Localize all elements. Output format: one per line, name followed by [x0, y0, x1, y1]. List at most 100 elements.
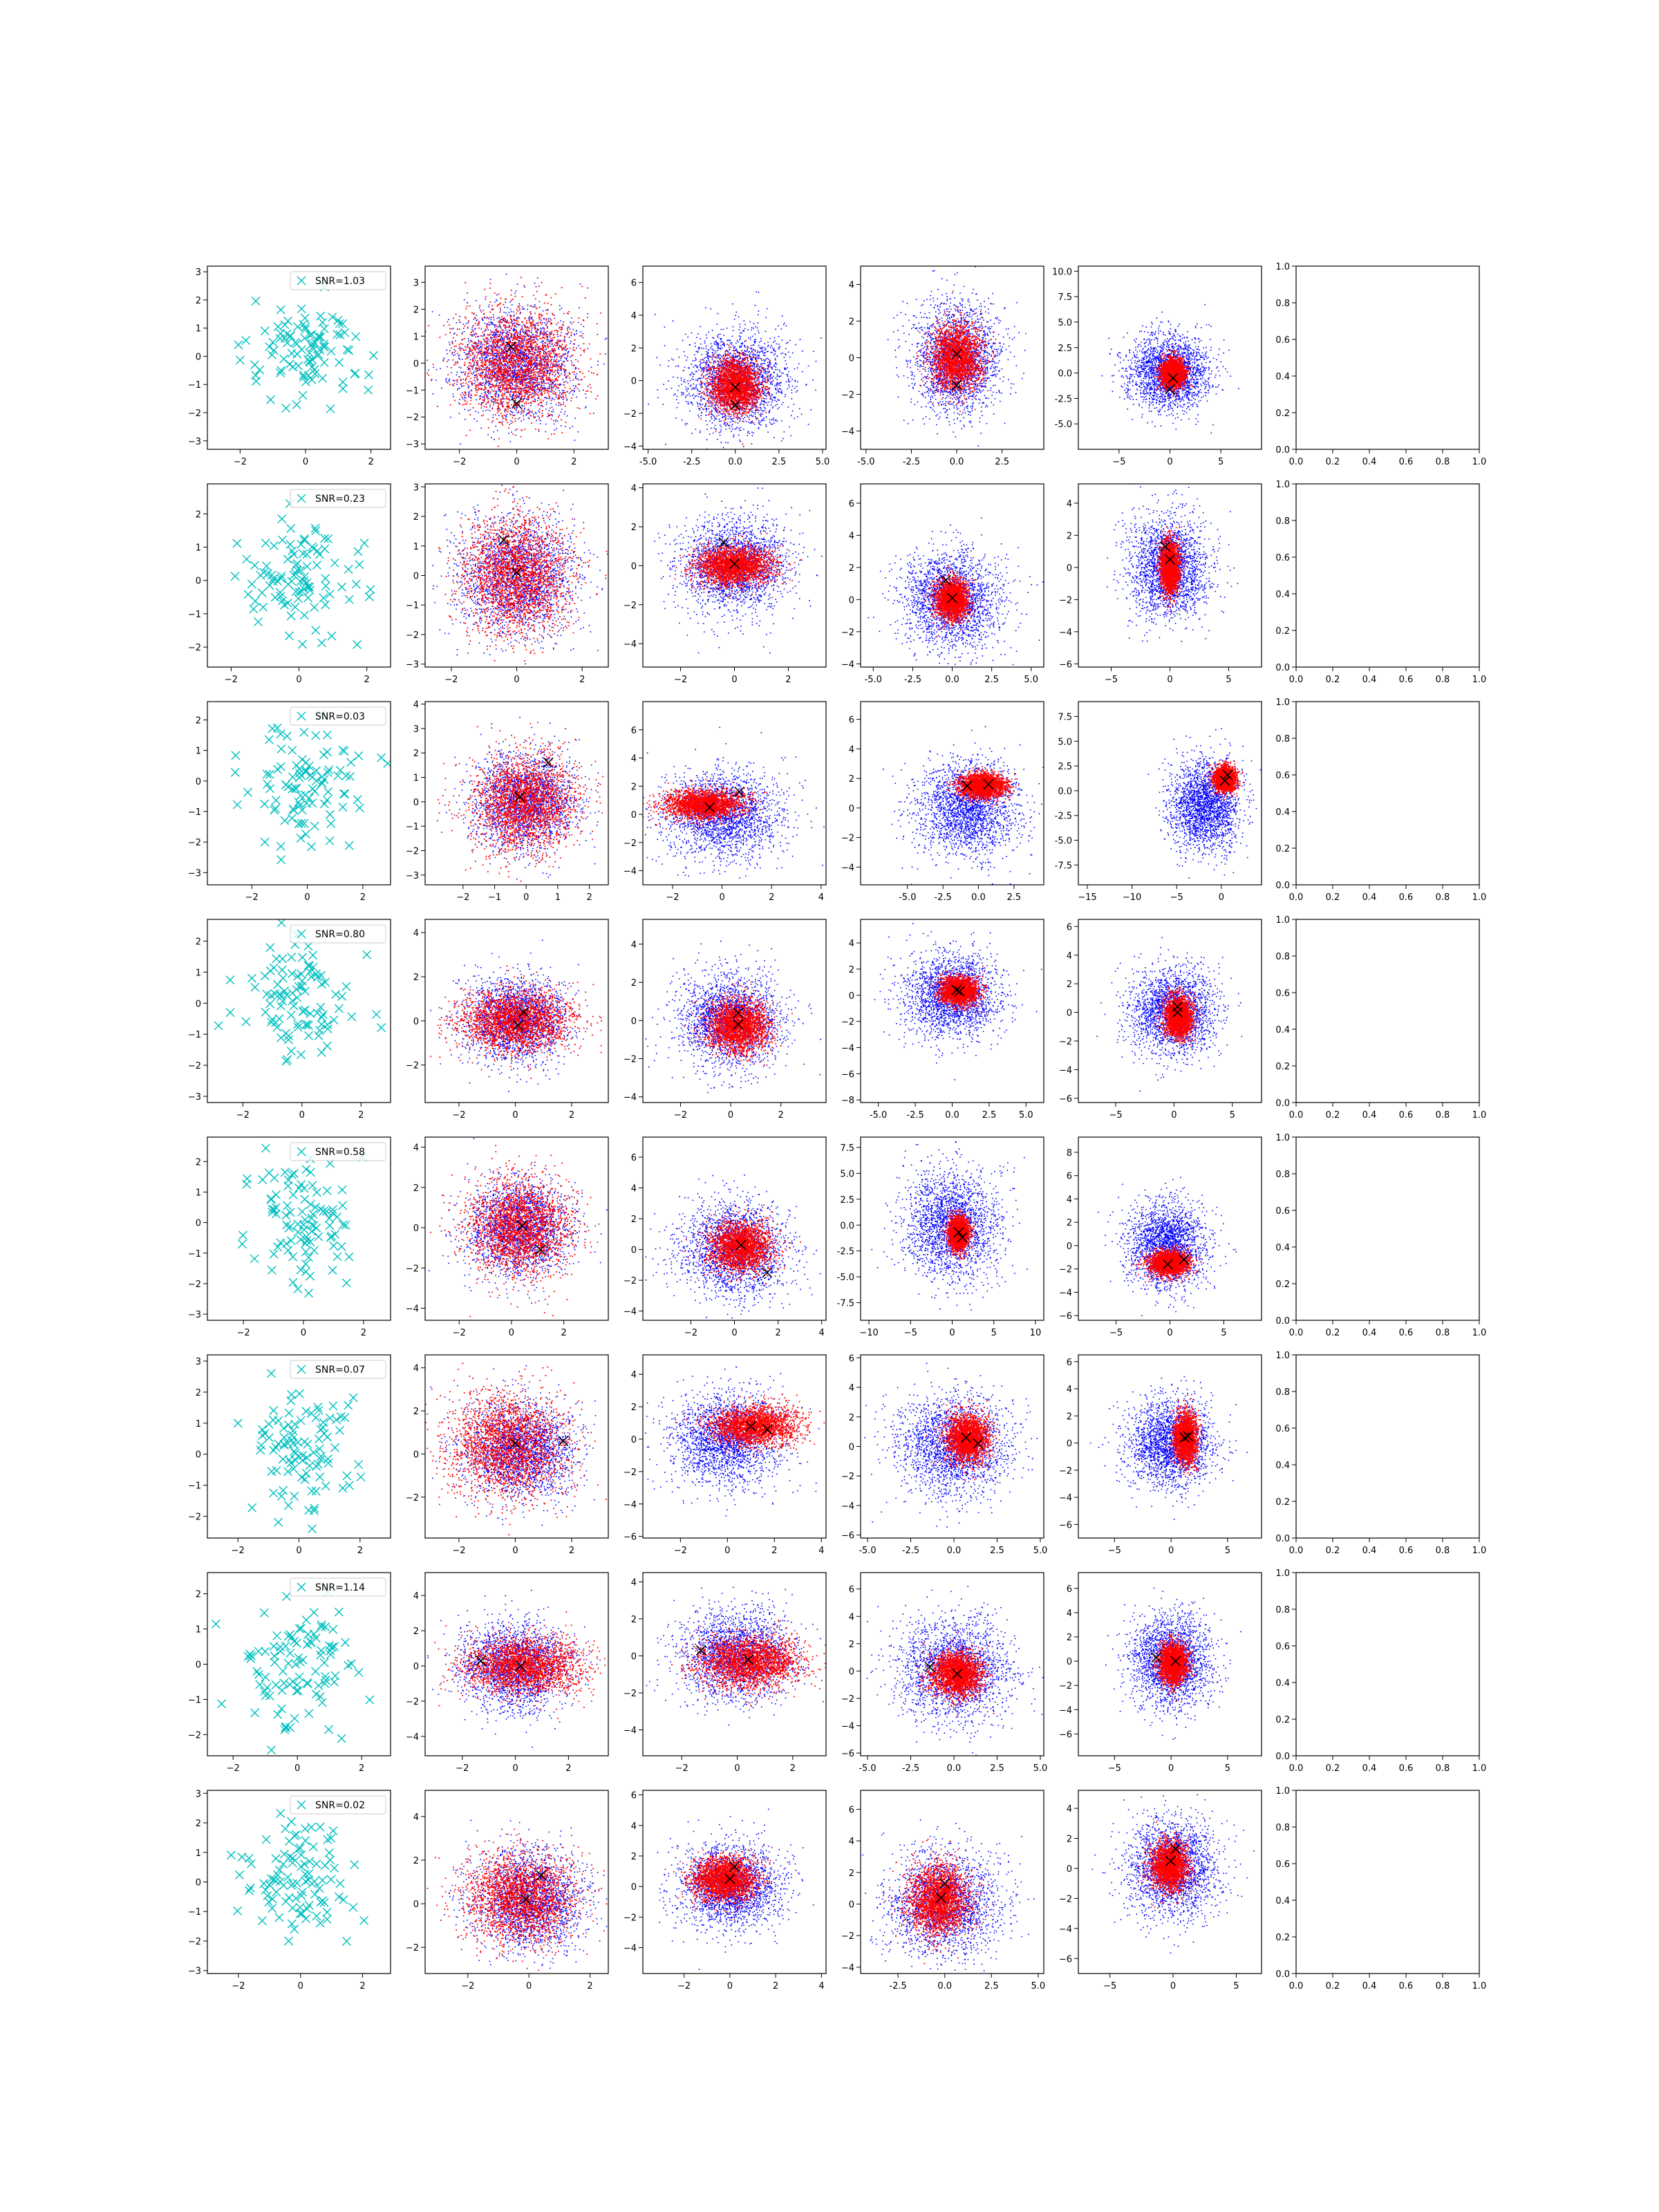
- red-point: [482, 359, 483, 360]
- blue-point: [568, 351, 569, 353]
- blue-point: [476, 389, 478, 391]
- red-point: [550, 319, 552, 321]
- blue-point: [523, 324, 525, 326]
- blue-point: [453, 333, 455, 335]
- red-point: [552, 337, 554, 339]
- red-point: [453, 364, 455, 366]
- blue-point: [523, 411, 525, 412]
- blue-point: [576, 333, 577, 335]
- red-point: [520, 354, 521, 355]
- red-point: [494, 369, 496, 371]
- blue-point: [664, 326, 666, 328]
- red-point: [526, 403, 527, 404]
- blue-point: [484, 384, 485, 386]
- blue-point: [538, 431, 540, 432]
- blue-point: [492, 323, 494, 324]
- red-point: [577, 361, 579, 362]
- red-point: [516, 346, 518, 347]
- blue-point: [507, 307, 508, 308]
- blue-point: [531, 319, 532, 320]
- blue-point: [474, 357, 475, 359]
- blue-point: [572, 426, 573, 427]
- blue-point: [487, 434, 489, 435]
- red-point: [542, 350, 543, 351]
- red-point: [529, 411, 530, 413]
- blue-point: [520, 352, 521, 353]
- red-point: [518, 349, 520, 350]
- y-tick-label: 0: [413, 359, 419, 369]
- blue-point: [542, 341, 543, 342]
- blue-point: [533, 368, 534, 369]
- red-point: [536, 384, 538, 385]
- red-point: [545, 354, 547, 355]
- red-point: [515, 374, 516, 375]
- blue-point: [527, 305, 529, 306]
- red-point: [502, 384, 503, 385]
- blue-point: [460, 348, 461, 350]
- red-point: [509, 384, 510, 385]
- red-point: [479, 350, 480, 351]
- blue-point: [537, 400, 538, 401]
- blue-point: [457, 389, 458, 391]
- red-point: [551, 362, 552, 364]
- blue-point: [740, 326, 741, 328]
- blue-point: [692, 404, 693, 406]
- blue-point: [531, 317, 532, 319]
- blue-point: [504, 393, 505, 394]
- blue-point: [443, 359, 444, 361]
- red-point: [505, 320, 506, 321]
- red-point: [542, 370, 543, 371]
- blue-point: [503, 397, 504, 399]
- red-point: [484, 406, 485, 407]
- blue-point: [485, 359, 486, 360]
- red-point: [472, 359, 474, 360]
- red-point: [525, 429, 526, 430]
- red-point: [552, 313, 553, 315]
- red-point: [528, 346, 529, 347]
- red-point: [555, 366, 556, 368]
- blue-point: [556, 404, 557, 406]
- red-point: [573, 365, 574, 366]
- red-point: [525, 368, 527, 369]
- red-point: [500, 385, 501, 386]
- blue-point: [521, 328, 523, 330]
- blue-point: [731, 342, 733, 344]
- blue-point: [767, 362, 769, 364]
- red-point: [528, 371, 529, 373]
- blue-point: [777, 374, 778, 375]
- red-point: [551, 418, 552, 420]
- blue-point: [480, 310, 481, 311]
- blue-point: [471, 329, 473, 330]
- red-point: [548, 393, 550, 395]
- red-point: [573, 347, 574, 348]
- red-point: [549, 397, 550, 399]
- red-point: [533, 321, 534, 322]
- blue-point: [449, 342, 450, 344]
- blue-point: [534, 400, 536, 401]
- blue-point: [547, 416, 548, 418]
- blue-point: [485, 379, 487, 381]
- red-point: [550, 338, 552, 339]
- red-point: [538, 384, 540, 385]
- red-point: [568, 326, 569, 328]
- red-point: [551, 304, 552, 306]
- red-point: [486, 344, 487, 345]
- blue-point: [490, 338, 491, 339]
- red-point: [542, 410, 543, 411]
- red-point: [551, 433, 552, 435]
- blue-point: [515, 400, 516, 401]
- blue-point: [536, 286, 537, 288]
- red-point: [554, 330, 555, 331]
- red-point: [528, 362, 529, 363]
- blue-point: [532, 328, 533, 330]
- blue-point: [706, 360, 707, 362]
- red-point: [483, 339, 485, 340]
- red-point: [470, 373, 471, 374]
- red-point: [476, 371, 477, 373]
- red-point: [509, 355, 510, 357]
- red-point: [500, 298, 502, 299]
- blue-point: [518, 317, 519, 318]
- blue-point: [511, 411, 512, 413]
- red-point: [565, 348, 567, 350]
- red-point: [561, 347, 562, 348]
